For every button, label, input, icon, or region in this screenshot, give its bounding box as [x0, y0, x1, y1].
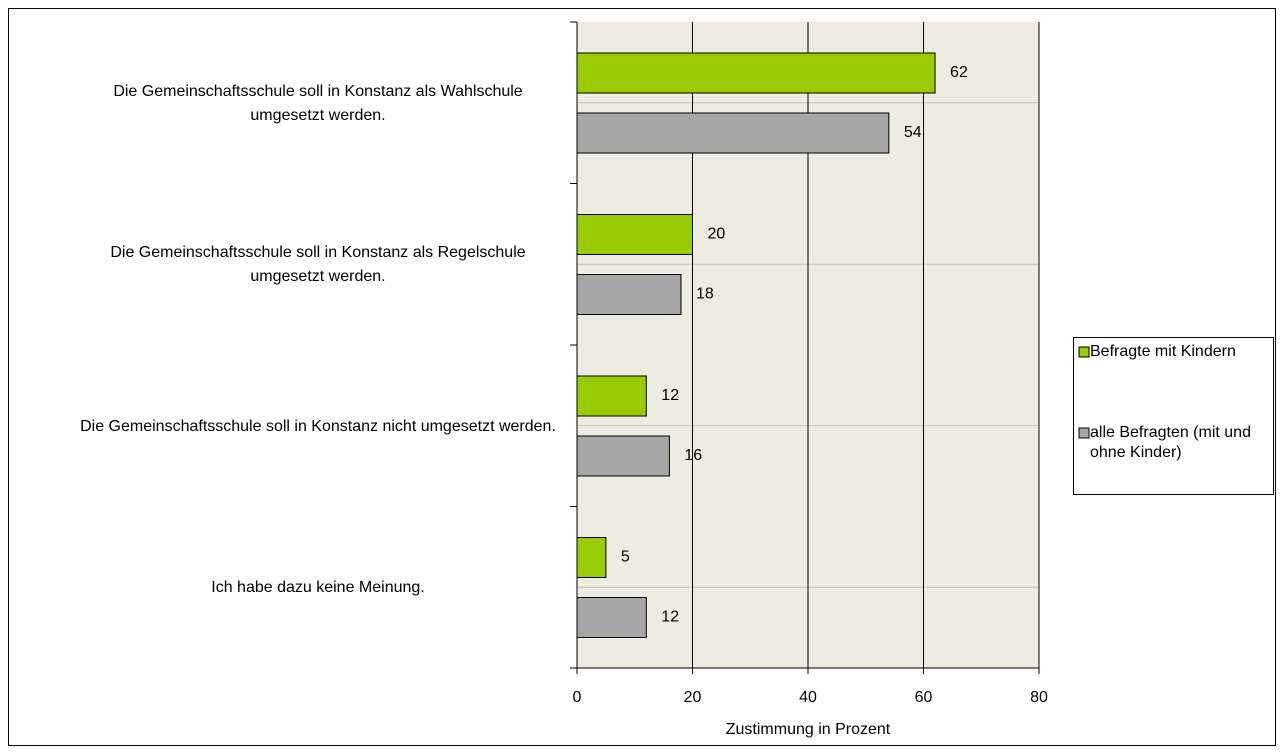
- value-label: 54: [904, 124, 922, 141]
- value-label: 12: [661, 387, 679, 404]
- category-label: Ich habe dazu keine Meinung.: [211, 579, 425, 597]
- value-label: 62: [950, 64, 968, 81]
- x-tick-label: 60: [915, 689, 933, 706]
- category-label: Die Gemeinschaftsschule soll in Konstanz…: [113, 82, 523, 124]
- legend-label: Befragte mit Kindern: [1090, 343, 1236, 360]
- legend-swatch: [1078, 346, 1090, 358]
- bar: [576, 597, 647, 638]
- x-tick-label: 0: [573, 689, 582, 706]
- value-label: 12: [661, 609, 679, 626]
- legend-label: alle Befragten (mit und ohne Kinder): [1090, 424, 1251, 461]
- bar: [576, 214, 693, 255]
- bar: [576, 537, 607, 578]
- x-tick-label: 80: [1030, 689, 1048, 706]
- legend-box: [1073, 337, 1274, 495]
- value-label: 16: [684, 447, 702, 464]
- value-label: 18: [696, 286, 714, 303]
- value-label: 5: [621, 549, 630, 566]
- bar: [576, 435, 670, 477]
- category-label: Die Gemeinschaftsschule soll in Konstanz…: [110, 244, 526, 286]
- legend-swatch: [1078, 427, 1090, 439]
- bar: [576, 52, 936, 94]
- bar: [576, 112, 890, 154]
- category-label: Die Gemeinschaftsschule soll in Konstanz…: [80, 417, 556, 435]
- x-axis-title: Zustimmung in Prozent: [726, 721, 891, 738]
- frame: [8, 8, 1276, 746]
- x-tick-label: 40: [799, 689, 817, 706]
- x-tick-label: 20: [684, 689, 702, 706]
- bar: [576, 375, 647, 417]
- bar: [576, 274, 682, 315]
- value-label: 20: [708, 226, 726, 243]
